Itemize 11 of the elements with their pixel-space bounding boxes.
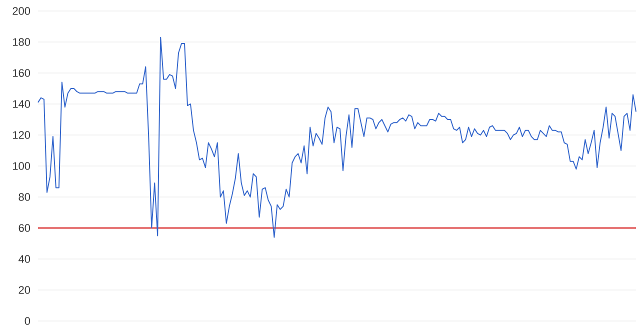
- y-tick-label: 140: [13, 100, 30, 108]
- y-tick-label: 0: [24, 317, 30, 325]
- y-tick-label: 20: [18, 286, 30, 294]
- y-tick-label: 180: [13, 38, 30, 46]
- y-tick-label: 160: [13, 69, 30, 77]
- y-tick-label: 120: [13, 131, 30, 139]
- y-tick-label: 100: [13, 162, 30, 170]
- y-tick-label: 200: [12, 7, 30, 15]
- y-tick-label: 60: [18, 224, 30, 232]
- y-tick-label: 40: [18, 255, 30, 263]
- y-tick-label: 80: [18, 193, 30, 201]
